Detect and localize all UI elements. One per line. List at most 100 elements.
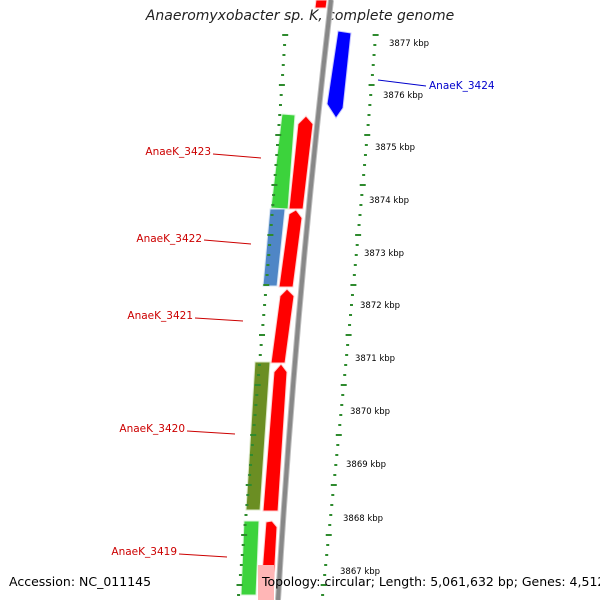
- ruler-dash-right: [355, 234, 362, 236]
- ruler-dash-left: [259, 334, 266, 336]
- gene-label[interactable]: AnaeK_3421: [127, 310, 193, 322]
- cds-anaek-3420[interactable]: [262, 363, 288, 512]
- scale-tick-label: 3874 kbp: [369, 196, 409, 206]
- ruler-dash-right: [371, 64, 375, 66]
- ruler-dash-left: [271, 204, 275, 206]
- genome-backbone: [276, 0, 333, 600]
- cds-anaek-3424[interactable]: [326, 30, 352, 119]
- gene-leader-line: [203, 239, 252, 245]
- gene-leader-line: [194, 317, 244, 322]
- ruler-dash-left: [258, 354, 262, 356]
- ruler-dash-right: [323, 574, 327, 576]
- ruler-dash-left: [278, 84, 285, 86]
- ruler-layer: [236, 34, 379, 596]
- gene-leader-line: [212, 153, 262, 159]
- ruler-dash-left: [241, 534, 248, 536]
- feature-anaek-3419-pink[interactable]: [258, 565, 274, 600]
- gene-label[interactable]: AnaeK_3420: [119, 423, 185, 435]
- feature-anaek-3420-olive[interactable]: [245, 361, 271, 511]
- gene-label[interactable]: AnaeK_3424: [429, 80, 495, 92]
- ruler-dash-left: [238, 574, 242, 576]
- gene-leader-line: [377, 79, 427, 87]
- cds-top-partial[interactable]: [314, 0, 328, 9]
- ruler-dash-right: [345, 334, 352, 336]
- ruler-dash-left: [249, 454, 253, 456]
- ruler-dash-right: [343, 374, 347, 376]
- ruler-dash-left: [241, 544, 245, 546]
- feature-layer: [240, 0, 352, 600]
- cds-anaek-3422[interactable]: [278, 209, 303, 288]
- ruler-dash-right: [348, 324, 352, 326]
- ruler-dash-right: [368, 84, 375, 86]
- scale-tick-labels: 3877 kbp 3876 kbp 3875 kbp 3874 kbp 3873 kbp…: [340, 39, 429, 577]
- ruler-dash-right: [346, 344, 350, 346]
- ruler-dash-right: [372, 54, 376, 56]
- ruler-dash-left: [274, 164, 278, 166]
- ruler-dash-right: [325, 554, 329, 556]
- scale-tick-label: 3869 kbp: [346, 460, 386, 470]
- feature-anaek-3422-steel[interactable]: [262, 208, 286, 287]
- scale-tick-label: 3873 kbp: [364, 249, 404, 259]
- gene-leader-line: [186, 430, 236, 435]
- ruler-dash-right: [364, 134, 371, 136]
- ruler-dash-left: [257, 374, 261, 376]
- ruler-dash-left: [261, 324, 265, 326]
- ruler-dash-right: [357, 224, 361, 226]
- feature-anaek-3419-green[interactable]: [240, 520, 260, 596]
- ruler-dash-left: [255, 394, 259, 396]
- ruler-dash-right: [330, 504, 334, 506]
- gene-label[interactable]: AnaeK_3422: [136, 233, 202, 245]
- ruler-dash-right: [349, 304, 353, 306]
- ruler-dash-left: [263, 284, 270, 286]
- ruler-dash-right: [330, 484, 337, 486]
- cds-anaek-3421[interactable]: [270, 288, 295, 364]
- ruler-dash-left: [268, 244, 272, 246]
- ruler-dash-right: [369, 94, 373, 96]
- ruler-dash-right: [350, 294, 354, 296]
- ruler-dash-right: [331, 494, 335, 496]
- ruler-dash-left: [265, 274, 269, 276]
- ruler-dash-left: [266, 264, 270, 266]
- gene-label[interactable]: AnaeK_3419: [111, 546, 177, 558]
- gene-label[interactable]: AnaeK_3423: [145, 146, 211, 158]
- ruler-dash-right: [335, 454, 339, 456]
- ruler-dash-left: [273, 174, 277, 176]
- ruler-dash-right: [352, 274, 356, 276]
- ruler-dash-right: [333, 474, 337, 476]
- ruler-dash-left: [276, 144, 280, 146]
- cds-anaek-3423[interactable]: [288, 115, 314, 210]
- ruler-dash-right: [373, 44, 377, 46]
- ruler-dash-left: [259, 344, 263, 346]
- ruler-dash-right: [368, 104, 372, 106]
- ruler-dash-left: [257, 364, 261, 366]
- ruler-dash-left: [271, 184, 278, 186]
- gene-leader-line: [178, 553, 228, 558]
- ruler-dash-left: [278, 104, 282, 106]
- ruler-dash-left: [270, 214, 274, 216]
- scale-tick-label: 3867 kbp: [340, 567, 380, 577]
- ruler-dash-right: [336, 444, 340, 446]
- ruler-dash-left: [252, 424, 256, 426]
- ruler-dash-left: [282, 34, 289, 36]
- ruler-dash-right: [355, 244, 359, 246]
- ruler-dash-right: [324, 564, 328, 566]
- ruler-dash-right: [363, 164, 367, 166]
- ruler-dash-right: [359, 184, 366, 186]
- ruler-dash-left: [250, 434, 257, 436]
- ruler-dash-right: [366, 124, 370, 126]
- accession-text: Accession: NC_011145: [9, 574, 152, 589]
- ruler-dash-left: [254, 384, 261, 386]
- scale-tick-label: 3875 kbp: [375, 143, 415, 153]
- ruler-dash-left: [240, 554, 244, 556]
- ruler-dash-left: [244, 514, 248, 516]
- ruler-dash-left: [269, 224, 273, 226]
- ruler-dash-right: [345, 354, 349, 356]
- ruler-dash-right: [320, 584, 327, 586]
- scale-tick-label: 3877 kbp: [389, 39, 429, 49]
- ruler-dash-left: [245, 504, 249, 506]
- ruler-dash-left: [262, 314, 266, 316]
- ruler-dash-left: [267, 254, 271, 256]
- ruler-dash-left: [249, 464, 253, 466]
- map-title: Anaeromyxobacter sp. K, complete genome: [145, 8, 455, 24]
